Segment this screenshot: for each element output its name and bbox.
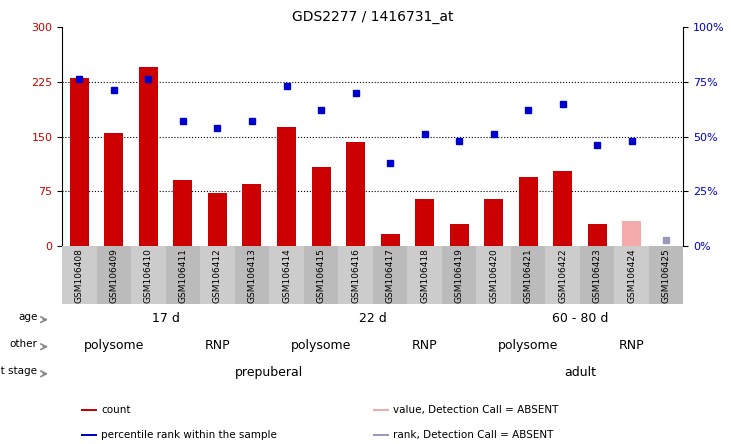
Bar xyxy=(208,193,227,246)
Bar xyxy=(615,246,649,304)
Text: GSM106415: GSM106415 xyxy=(317,248,325,303)
Bar xyxy=(277,127,296,246)
Bar xyxy=(649,246,683,304)
Text: development stage: development stage xyxy=(0,366,37,376)
Bar xyxy=(442,246,477,304)
Text: age: age xyxy=(18,312,37,322)
Text: 22 d: 22 d xyxy=(359,312,387,325)
Bar xyxy=(131,246,166,304)
Text: GSM106419: GSM106419 xyxy=(455,248,463,303)
Bar xyxy=(81,434,97,436)
Bar xyxy=(139,67,158,246)
Text: percentile rank within the sample: percentile rank within the sample xyxy=(102,430,277,440)
Bar xyxy=(346,142,365,246)
Title: GDS2277 / 1416731_at: GDS2277 / 1416731_at xyxy=(292,10,453,24)
Bar xyxy=(166,246,200,304)
Bar xyxy=(338,246,373,304)
Bar xyxy=(477,246,511,304)
Bar xyxy=(407,246,442,304)
Bar xyxy=(96,246,131,304)
Bar xyxy=(70,78,89,246)
Bar xyxy=(304,246,338,304)
Text: GSM106409: GSM106409 xyxy=(110,248,118,303)
Bar xyxy=(622,221,641,246)
Bar xyxy=(484,199,503,246)
Text: rank, Detection Call = ABSENT: rank, Detection Call = ABSENT xyxy=(393,430,553,440)
Text: GSM106421: GSM106421 xyxy=(523,248,533,303)
Bar xyxy=(373,409,389,411)
Bar xyxy=(511,246,545,304)
Text: GSM106418: GSM106418 xyxy=(420,248,429,303)
Bar xyxy=(450,225,469,246)
Text: adult: adult xyxy=(564,366,596,379)
Bar xyxy=(381,234,400,246)
Text: polysome: polysome xyxy=(291,339,351,352)
Text: polysome: polysome xyxy=(84,339,144,352)
Bar xyxy=(243,184,262,246)
Text: 60 - 80 d: 60 - 80 d xyxy=(552,312,608,325)
Bar xyxy=(62,246,96,304)
Text: GSM106408: GSM106408 xyxy=(75,248,84,303)
Bar xyxy=(105,133,124,246)
Bar xyxy=(580,246,615,304)
Text: 17 d: 17 d xyxy=(152,312,180,325)
Bar xyxy=(519,177,537,246)
Bar xyxy=(588,225,607,246)
Bar xyxy=(173,181,192,246)
Text: GSM106414: GSM106414 xyxy=(282,248,291,303)
Bar xyxy=(269,246,304,304)
Text: value, Detection Call = ABSENT: value, Detection Call = ABSENT xyxy=(393,405,558,415)
Text: GSM106420: GSM106420 xyxy=(489,248,498,303)
Text: RNP: RNP xyxy=(619,339,645,352)
Text: GSM106422: GSM106422 xyxy=(558,248,567,303)
Text: RNP: RNP xyxy=(412,339,437,352)
Bar xyxy=(311,167,330,246)
Text: count: count xyxy=(102,405,131,415)
Bar xyxy=(200,246,235,304)
Text: GSM106425: GSM106425 xyxy=(662,248,671,303)
Bar xyxy=(415,199,434,246)
Text: polysome: polysome xyxy=(498,339,558,352)
Bar xyxy=(373,434,389,436)
Bar xyxy=(81,409,97,411)
Bar xyxy=(545,246,580,304)
Text: GSM106413: GSM106413 xyxy=(248,248,257,303)
Text: GSM106416: GSM106416 xyxy=(351,248,360,303)
Text: RNP: RNP xyxy=(205,339,230,352)
Text: other: other xyxy=(10,339,37,349)
Text: GSM106424: GSM106424 xyxy=(627,248,636,303)
Text: GSM106423: GSM106423 xyxy=(593,248,602,303)
Text: GSM106417: GSM106417 xyxy=(385,248,395,303)
Bar xyxy=(235,246,269,304)
Text: GSM106410: GSM106410 xyxy=(144,248,153,303)
Bar xyxy=(373,246,407,304)
Text: GSM106411: GSM106411 xyxy=(178,248,187,303)
Text: GSM106412: GSM106412 xyxy=(213,248,222,303)
Bar xyxy=(553,171,572,246)
Text: prepuberal: prepuberal xyxy=(235,366,303,379)
